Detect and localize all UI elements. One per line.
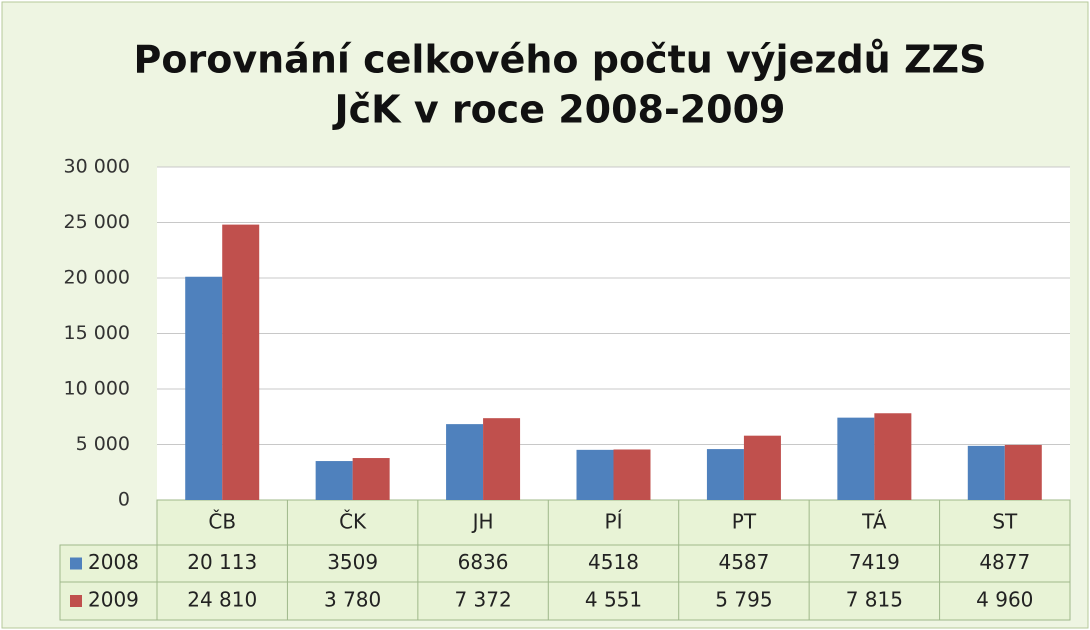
- legend-label: 2009: [88, 588, 139, 612]
- chart-title: JčK v roce 2008-2009: [331, 88, 785, 132]
- data-label: 7 815: [846, 588, 903, 612]
- bar: [576, 449, 614, 500]
- data-label: 4 960: [976, 588, 1033, 612]
- bar: [222, 224, 260, 500]
- legend-swatch: [70, 557, 82, 570]
- chart-title: Porovnání celkového počtu výjezdů ZZS: [134, 38, 987, 82]
- x-tick-label: PÍ: [605, 510, 623, 534]
- bar: [613, 449, 651, 500]
- y-tick-label: 5 000: [76, 433, 130, 455]
- bar: [743, 435, 781, 500]
- bar: [446, 424, 484, 500]
- bar: [315, 461, 353, 500]
- data-label: 4 551: [585, 588, 642, 612]
- data-label: 4587: [718, 550, 769, 574]
- x-tick-label: TÁ: [861, 510, 887, 534]
- y-tick-label: 10 000: [64, 378, 130, 400]
- bar: [874, 413, 912, 500]
- bar: [483, 418, 521, 500]
- bar: [185, 276, 223, 500]
- bar: [352, 458, 390, 500]
- data-label: 3 780: [324, 588, 381, 612]
- bar: [1004, 444, 1042, 500]
- y-tick-label: 20 000: [64, 267, 130, 289]
- data-label: 4518: [588, 550, 639, 574]
- data-label: 7419: [849, 550, 900, 574]
- x-tick-label: ST: [992, 510, 1018, 534]
- x-tick-label: ČK: [339, 510, 367, 534]
- legend-label: 2008: [88, 550, 139, 574]
- data-label: 6836: [458, 550, 509, 574]
- y-tick-label: 15 000: [64, 322, 130, 344]
- data-label: 20 113: [187, 550, 257, 574]
- legend-swatch: [70, 595, 82, 607]
- y-tick-label: 0: [118, 489, 130, 511]
- x-tick-label: ČB: [208, 510, 236, 534]
- bar: [706, 449, 744, 500]
- y-tick-label: 25 000: [64, 211, 130, 233]
- data-label: 5 795: [715, 588, 772, 612]
- data-label: 24 810: [187, 588, 257, 612]
- data-label: 3509: [327, 550, 378, 574]
- x-tick-label: JH: [471, 510, 494, 534]
- data-label: 7 372: [454, 588, 511, 612]
- y-tick-label: 30 000: [64, 156, 130, 178]
- data-label: 4877: [979, 550, 1030, 574]
- bar: [837, 417, 875, 500]
- x-tick-label: PT: [732, 510, 757, 534]
- bar: [967, 445, 1005, 500]
